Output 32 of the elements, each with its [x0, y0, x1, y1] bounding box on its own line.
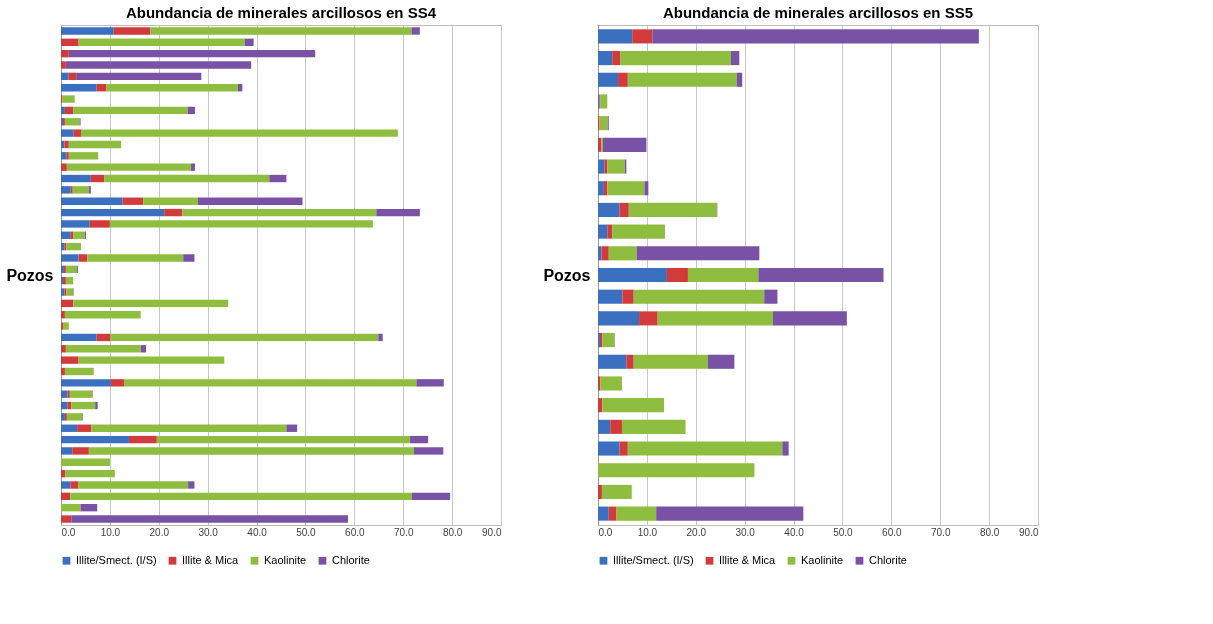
x-tick-label: 10.0 — [637, 526, 658, 538]
x-tick-label: 90.0 — [482, 526, 502, 538]
x-tick-label: 70.0 — [930, 526, 951, 538]
legend-label: Chlorite — [869, 553, 907, 566]
x-tick-label: 70.0 — [393, 526, 414, 538]
chart-title: Abundancia de minerales arcillosos en SS4 — [125, 4, 437, 21]
x-tick-label: 40.0 — [784, 526, 805, 538]
y-axis-title: Pozos — [543, 266, 591, 284]
x-tick-label: 30.0 — [735, 526, 756, 538]
x-tick-label: 60.0 — [345, 526, 365, 538]
x-tick-label: 20.0 — [149, 526, 170, 538]
x-tick-label: 30.0 — [198, 526, 219, 538]
legend-label: Chlorite — [332, 553, 370, 566]
x-tick-label: 10.0 — [100, 526, 121, 538]
x-tick-label: 40.0 — [247, 526, 268, 538]
x-tick-label: 90.0 — [1019, 526, 1039, 538]
chart-title: Abundancia de minerales arcillosos en SS5 — [662, 4, 974, 21]
x-tick-label: 80.0 — [442, 526, 463, 538]
legend-label: Kaolinite — [264, 553, 307, 566]
x-tick-label: 50.0 — [296, 526, 317, 538]
legend-label: Illite & Mica — [182, 553, 240, 566]
x-tick-label: 80.0 — [979, 526, 1000, 538]
legend-label: Illite/Smect. (I/S) — [613, 553, 694, 566]
y-axis-title: Pozos — [6, 266, 54, 284]
legend-label: Illite & Mica — [719, 553, 777, 566]
x-tick-label: 60.0 — [882, 526, 902, 538]
legend-label: Kaolinite — [801, 553, 844, 566]
x-tick-label: 0.0 — [598, 526, 613, 538]
x-tick-label: 50.0 — [833, 526, 854, 538]
legend-label: Illite/Smect. (I/S) — [76, 553, 157, 566]
x-tick-label: 0.0 — [61, 526, 76, 538]
x-tick-label: 20.0 — [686, 526, 707, 538]
